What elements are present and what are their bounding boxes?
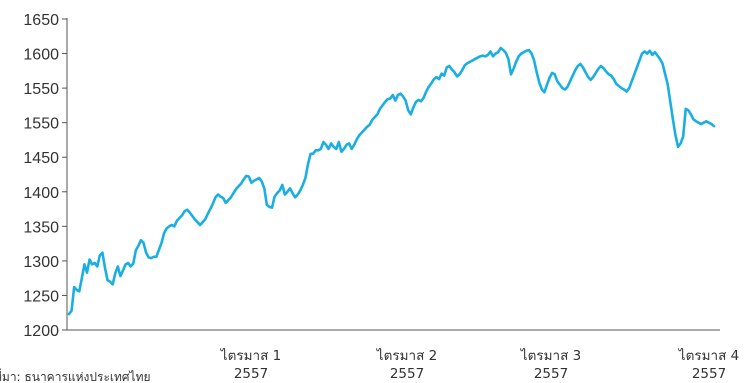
x-tick-label-quarter: ไตรมาส 3 bbox=[520, 348, 581, 364]
x-tick-label-quarter: ไตรมาส 2 bbox=[376, 348, 437, 364]
y-tick-label: 1550 bbox=[23, 81, 59, 98]
x-tick-label-year: 2557 bbox=[390, 366, 424, 382]
source-note-text: ที่มา: ธนาคารแห่งประเทศไทย bbox=[0, 370, 151, 383]
y-tick-label: 1550 bbox=[23, 116, 59, 133]
x-tick-label-year: 2557 bbox=[234, 366, 268, 382]
y-tick-label: 1400 bbox=[23, 185, 59, 202]
y-tick-label: 1600 bbox=[23, 47, 59, 64]
x-tick-label-year: 2557 bbox=[534, 366, 568, 382]
y-tick-label: 1650 bbox=[23, 12, 59, 29]
y-tick-label: 1300 bbox=[23, 254, 59, 271]
y-tick-label: 1350 bbox=[23, 219, 59, 236]
series-line-0 bbox=[67, 46, 716, 316]
source-note: ที่มา: ธนาคารแห่งประเทศไทย bbox=[0, 364, 200, 383]
y-tick-label: 1250 bbox=[23, 288, 59, 305]
x-tick-label-quarter: ไตรมาส 4 bbox=[678, 348, 739, 364]
y-tick-label: 1450 bbox=[23, 150, 59, 167]
x-tick-label-quarter: ไตรมาส 1 bbox=[220, 348, 281, 364]
x-tick-label-year: 2557 bbox=[692, 366, 726, 382]
y-tick-label: 1200 bbox=[23, 323, 59, 340]
